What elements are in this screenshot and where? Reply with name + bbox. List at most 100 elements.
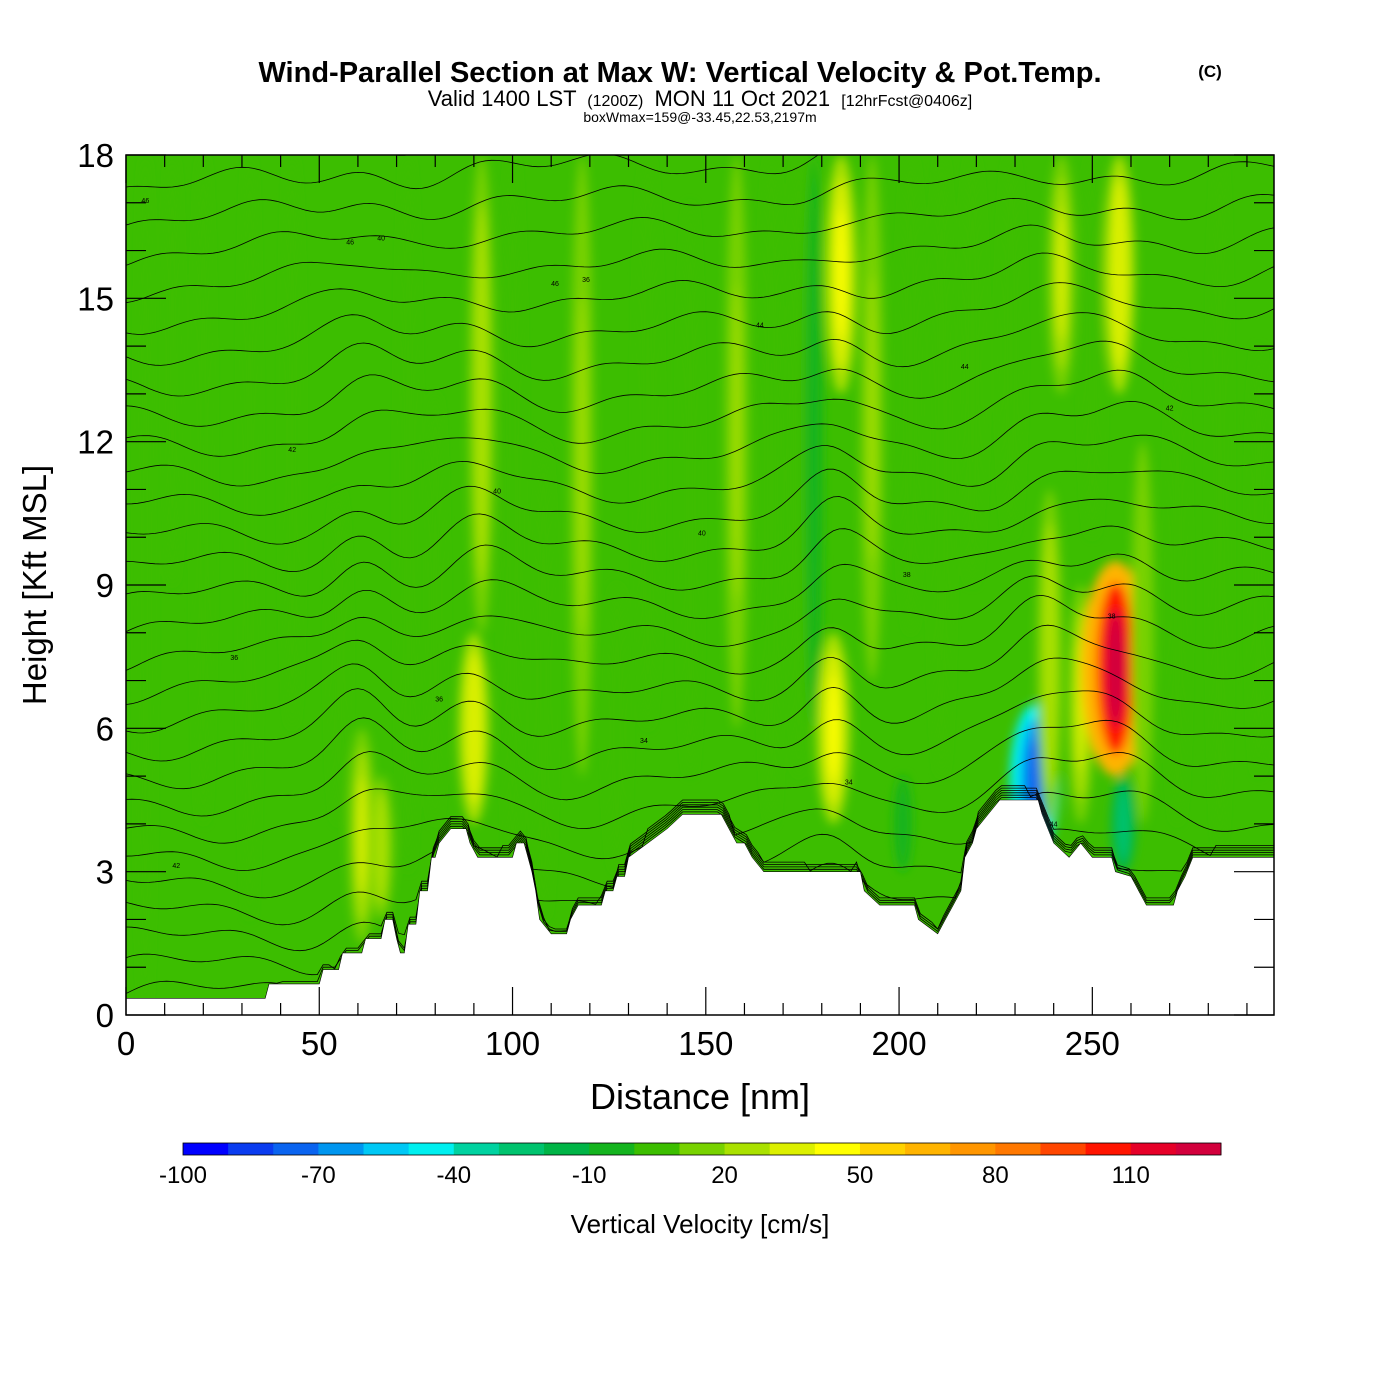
- isentrope-label: 46: [346, 239, 354, 246]
- colorbar-swatch: [453, 1143, 500, 1155]
- colorbar-tick-labels: -100 -70 -40 -10 20 50 80 110: [159, 1162, 1150, 1189]
- y-tick-label: 18: [77, 137, 114, 174]
- isentrope-line: [126, 496, 1274, 573]
- isentrope-line: [126, 434, 1274, 516]
- colorbar-swatch: [950, 1143, 996, 1155]
- isentrope-label: 40: [377, 236, 385, 243]
- box-wmax-label: boxWmax=159@-33.45,22.53,2197m: [583, 109, 816, 125]
- isentrope-label: 34: [640, 738, 648, 745]
- isentrope-line: [126, 161, 1274, 226]
- velocity-peak: [1106, 609, 1126, 728]
- velocity-peak: [828, 675, 839, 781]
- velocity-peak: [1115, 208, 1124, 341]
- chart-subtitle: Valid 1400 LST (1200Z) MON 11 Oct 2021 […: [428, 86, 972, 111]
- terrain-mask: [126, 799, 1274, 1015]
- velocity-streak: [1251, 346, 1267, 777]
- colorbar-border: [182, 1142, 1222, 1156]
- isentrope-line: [126, 525, 1274, 597]
- velocity-peak: [1046, 564, 1054, 749]
- y-axis-label: Height [Kft MSL]: [16, 465, 53, 705]
- x-tick-label: 50: [301, 1025, 338, 1062]
- velocity-streak: [1001, 155, 1022, 538]
- colorbar-swatch: [363, 1143, 410, 1155]
- isentrope-label: 46: [551, 281, 559, 288]
- colorbar-tick-label: 20: [711, 1162, 738, 1189]
- velocity-peak: [478, 262, 486, 526]
- colorbar-swatch: [498, 1143, 545, 1155]
- colorbar-swatch: [228, 1143, 274, 1155]
- isentrope-label: 34: [845, 780, 853, 787]
- colorbar-tick-label: 50: [847, 1162, 874, 1189]
- isentrope-line: [126, 719, 1274, 817]
- colorbar-label: Vertical Velocity [cm/s]: [571, 1209, 830, 1239]
- velocity-streak: [1168, 346, 1187, 824]
- isentrope-label: 44: [961, 364, 969, 371]
- colorbar-swatch: [544, 1143, 590, 1155]
- isentrope-label: 42: [1166, 406, 1174, 413]
- isentrope-line: [126, 340, 1274, 427]
- isentrope-line: [126, 787, 1274, 899]
- y-tick-label: 12: [77, 424, 114, 461]
- isentrope-line: [126, 785, 1274, 872]
- isentrope-line: [126, 752, 1274, 844]
- isentrope-line: [126, 282, 1274, 366]
- isentrope-line: [126, 575, 1274, 671]
- colorbar-swatch: [814, 1143, 861, 1155]
- colorbar-swatch: [1175, 1143, 1222, 1155]
- velocity-streak: [607, 585, 627, 872]
- y-tick-label: 3: [96, 854, 114, 891]
- isentrope-line: [126, 794, 1274, 976]
- x-tick-labels: 0 50 100 150 200 250: [117, 1025, 1120, 1062]
- isentrope-label: 38: [903, 572, 911, 579]
- colorbar-swatch: [1085, 1143, 1132, 1155]
- isentrope-line: [126, 0, 1274, 56]
- velocity-peak: [836, 208, 846, 341]
- velocity-streak: [893, 776, 912, 872]
- colorbar-tick-label: 80: [982, 1162, 1009, 1189]
- y-tick-label: 6: [96, 710, 114, 747]
- isentrope-label: 38: [1108, 613, 1116, 620]
- velocity-field: [139, 155, 1267, 1015]
- x-tick-label: 150: [678, 1025, 733, 1062]
- isentrope-line: [126, 194, 1274, 266]
- colorbar-tick-label: -40: [436, 1162, 471, 1189]
- velocity-peak: [578, 294, 586, 637]
- isentrope-label: 44: [756, 322, 764, 329]
- isentrope-line: [126, 790, 1274, 926]
- colorbar-tick-label: -100: [159, 1162, 207, 1189]
- colorbar-swatch: [318, 1143, 365, 1155]
- velocity-streak: [534, 441, 553, 920]
- x-tick-label: 100: [485, 1025, 540, 1062]
- velocity-peak: [1119, 797, 1127, 851]
- colorbar-swatch: [183, 1143, 229, 1155]
- x-tick-label: 250: [1065, 1025, 1120, 1062]
- isentrope-line: [126, 657, 1274, 762]
- velocity-peak: [868, 273, 876, 563]
- colorbar-swatch: [1130, 1143, 1177, 1155]
- colorbar-swatch: [679, 1143, 726, 1155]
- isentrope-label: 44: [1050, 821, 1058, 828]
- colorbar-swatch: [724, 1143, 771, 1155]
- isentrope-line: [126, 252, 1274, 335]
- axis-ticks: [125, 154, 1274, 1016]
- isentrope-line: [126, 553, 1274, 633]
- x-tick-label: 0: [117, 1025, 135, 1062]
- isentrope-labels: 46 46 46 44 44 42 42 40 40 38 38 36 36 34 34 44 42 40 36: [141, 198, 1173, 870]
- isentrope-label: 42: [288, 447, 296, 454]
- isentrope-label: 42: [172, 863, 180, 870]
- isentrope-line: [126, 400, 1274, 487]
- velocity-streak: [789, 155, 809, 777]
- velocity-streak: [637, 155, 659, 729]
- isentrope-label: 40: [493, 489, 501, 496]
- y-tick-label: 0: [96, 997, 114, 1034]
- isentrope-label: 36: [435, 697, 443, 704]
- velocity-streak: [761, 155, 782, 824]
- velocity-peak: [358, 776, 366, 895]
- colorbar-swatch: [995, 1143, 1041, 1155]
- isentrope-line: [126, 224, 1274, 304]
- isentrope-line: [126, 690, 1274, 790]
- isentrope-line: [126, 369, 1274, 457]
- isentrope-label: 36: [230, 655, 238, 662]
- colorbar-tick-label: -70: [301, 1162, 336, 1189]
- velocity-streak: [195, 155, 211, 824]
